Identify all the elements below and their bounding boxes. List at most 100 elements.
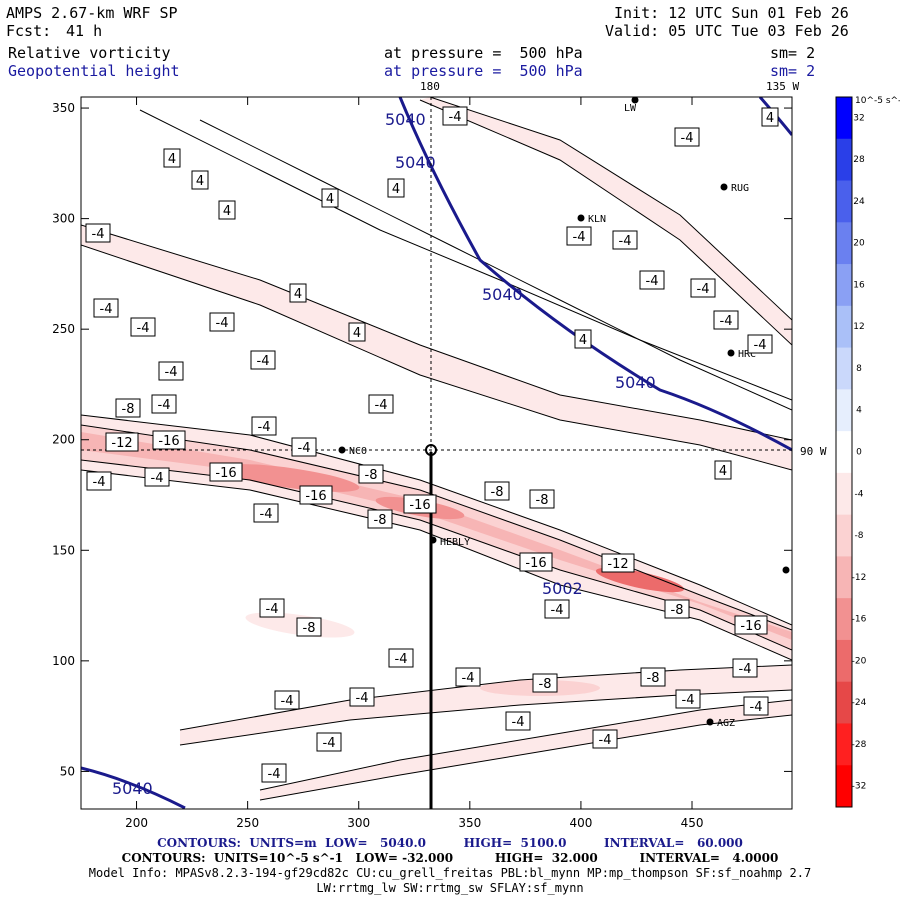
vort-label-box <box>455 667 481 687</box>
vort-label: -4 <box>257 354 270 369</box>
vort-label-box <box>675 689 701 709</box>
vort-label-box <box>253 503 279 523</box>
height-label: 5040 <box>385 110 426 129</box>
contour-line <box>179 664 792 731</box>
y-tick-label: 250 <box>52 322 75 336</box>
vort-label: -4 <box>750 700 763 715</box>
vort-label-box <box>144 467 170 487</box>
station-dot <box>631 97 639 104</box>
vort-label: -4 <box>268 767 281 782</box>
vort-label-box <box>259 598 285 618</box>
vort-label-box <box>115 398 141 418</box>
vort-label-box <box>85 223 111 243</box>
vort-label: -8 <box>374 513 387 528</box>
vort-label: -4 <box>258 420 271 435</box>
vort-label: -4 <box>512 715 525 730</box>
vort-band-upper <box>81 225 792 470</box>
fcst-label: Fcst: <box>6 22 52 40</box>
vort-label: -8 <box>539 677 552 692</box>
pressure2-label: at pressure = 500 hPa <box>384 62 583 80</box>
vort-core-west <box>220 464 360 492</box>
y-tick-label: 300 <box>52 212 75 226</box>
colorbar-swatch <box>836 389 852 432</box>
vort-label-box <box>743 696 769 716</box>
vort-label: -4 <box>682 693 695 708</box>
colorbar-swatch <box>836 138 852 182</box>
pole-marker <box>425 444 437 456</box>
y-tick-label: 350 <box>52 101 75 115</box>
vort-label-box <box>505 711 531 731</box>
vort-label-box <box>296 617 322 637</box>
vort-label-box <box>86 471 112 491</box>
vort-label: -16 <box>525 556 546 571</box>
vort-label: -4 <box>462 671 475 686</box>
colorbar-unit: 10^-5 s^-1 <box>855 96 900 106</box>
vort-label: -4 <box>92 227 105 242</box>
colorbar-swatch <box>836 431 852 474</box>
vort-label: -4 <box>720 314 733 329</box>
contour-line <box>179 689 792 746</box>
colorbar-tick-label: 4 <box>856 406 862 416</box>
vort-label: -12 <box>111 436 132 451</box>
lon-180-label: 180 <box>420 80 440 93</box>
vort-label: -4 <box>158 398 171 413</box>
plot-field: LW RUG KLN HRC NCO HEBLY AGZ -4-4444444-… <box>81 97 792 809</box>
vort-label: 4 <box>766 111 774 126</box>
field2-label: Geopotential height <box>8 62 180 80</box>
footer-vorticity-contours: CONTOURS: UNITS=10^-5 s^-1 LOW= -32.000 … <box>121 851 779 865</box>
vort-label-box <box>519 552 553 572</box>
vort-label: 4 <box>223 204 231 219</box>
vort-label-box <box>93 298 119 318</box>
contour-line <box>419 99 792 346</box>
vort-label: 4 <box>168 152 176 167</box>
vort-label: -4 <box>93 475 106 490</box>
colorbar-tick-label: -24 <box>852 698 867 708</box>
vort-label: 4 <box>294 287 302 302</box>
vort-label: -4 <box>375 398 388 413</box>
vort-label: -16 <box>740 619 761 634</box>
vort-label-box <box>713 310 739 330</box>
x-axis: 200 250 300 350 400 450 <box>125 97 703 830</box>
colorbar-swatch <box>836 222 852 265</box>
vort-label: -16 <box>158 434 179 449</box>
height-label: 5040 <box>395 153 436 172</box>
vort-label: -4 <box>216 316 229 331</box>
colorbar-tick-label: 28 <box>853 155 865 165</box>
station-label: LW <box>624 103 637 114</box>
station-dot <box>727 349 735 357</box>
contour-line <box>429 97 792 321</box>
vort-label-box <box>348 322 366 342</box>
field1-label: Relative vorticity <box>8 44 171 62</box>
vort-label: 4 <box>392 182 400 197</box>
colorbar-swatch <box>836 639 852 683</box>
vort-label-box <box>218 200 236 220</box>
vort-label-box <box>158 361 184 381</box>
vort-label-box <box>316 732 342 752</box>
pressure1-label: at pressure = 500 hPa <box>384 44 583 62</box>
vort-label: -4 <box>681 131 694 146</box>
vort-label-box <box>105 432 139 452</box>
footer-height-contours: CONTOURS: UNITS=m LOW= 5040.0 HIGH= 5100… <box>157 836 743 850</box>
vort-label: -8 <box>122 402 135 417</box>
vort-label-box <box>639 270 665 290</box>
sm2-label: sm= 2 <box>770 62 816 80</box>
y-tick-label: 50 <box>60 764 75 778</box>
colorbar-tick-label: 0 <box>856 448 862 458</box>
vort-label-box <box>640 667 666 687</box>
vort-label-box <box>442 106 468 126</box>
model-title: AMPS 2.67-km WRF SP <box>6 4 178 22</box>
station-dot <box>338 446 346 454</box>
vort-label: -4 <box>646 274 659 289</box>
station-label: HRC <box>738 349 756 360</box>
vort-label-box <box>163 148 181 168</box>
vort-label: -4 <box>137 321 150 336</box>
vort-label: -4 <box>449 110 462 125</box>
vort-label: 4 <box>353 326 361 341</box>
vort-label: -4 <box>754 338 767 353</box>
contour-line <box>199 119 792 411</box>
vort-label-box <box>761 107 779 127</box>
contour-line <box>81 424 792 631</box>
vort-label: -4 <box>356 691 369 706</box>
vort-label-box <box>152 430 186 450</box>
